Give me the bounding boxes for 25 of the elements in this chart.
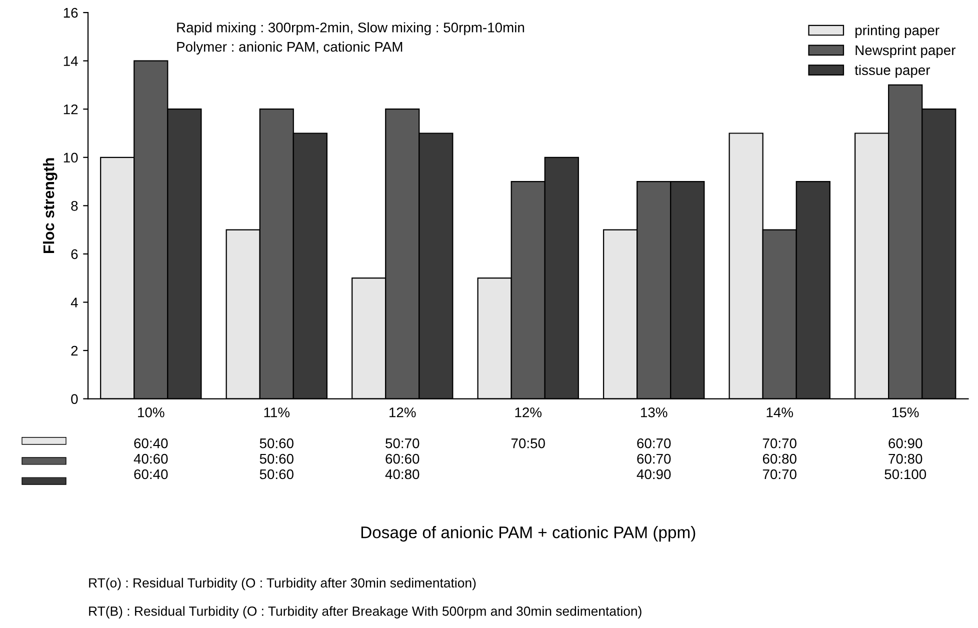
y-tick-label: 14 bbox=[64, 56, 78, 66]
y-tick-label: 10 bbox=[64, 152, 78, 163]
category-label: 12% 50:70 60:60 40:80 bbox=[385, 407, 420, 480]
y-tick-label: 2 bbox=[71, 346, 78, 356]
y-tick-label: 6 bbox=[71, 249, 78, 260]
category-label: 13% 60:70 60:70 40:90 bbox=[636, 407, 671, 480]
annotation: Rapid mixing : 300rpm-2min, Slow mixing : 50rpm-10min bbox=[177, 22, 524, 36]
y-axis-title: Floc strength bbox=[42, 158, 58, 254]
y-tick-label: 4 bbox=[70, 298, 78, 308]
y-tick-label: 0 bbox=[71, 394, 78, 404]
annotation: Polymer : anionic PAM, cationic PAM bbox=[177, 42, 402, 54]
legend-label: printing paper bbox=[855, 25, 940, 38]
y-tick-label: 16 bbox=[64, 8, 78, 18]
category-label: 10% 60:40 40:60 60:40 bbox=[134, 407, 168, 480]
category-label: 12% 70:50 bbox=[511, 407, 545, 448]
category-label: 15% 60:90 70:80 50:100 bbox=[884, 408, 926, 480]
text: Dosage of anionic PAM + cationic PAM (ppm) bbox=[361, 526, 696, 542]
text: RT(B) : Residual Turbidity (O : Turbidity after Breakage With 500rpm and 30min sedimentation) bbox=[89, 606, 642, 618]
category-label: 14% 70:70 60:80 70:70 bbox=[762, 408, 796, 480]
legend-label: tissue paper bbox=[854, 64, 930, 78]
y-tick-label: 8 bbox=[71, 201, 78, 211]
text: RT(o) : Residual Turbidity (O : Turbidity after 30min sedimentation) bbox=[89, 578, 476, 590]
legend-label: Newsprint paper bbox=[856, 44, 956, 58]
y-tick-label: 12 bbox=[64, 104, 78, 114]
category-label: 11% 50:60 50:60 50:60 bbox=[260, 408, 294, 480]
